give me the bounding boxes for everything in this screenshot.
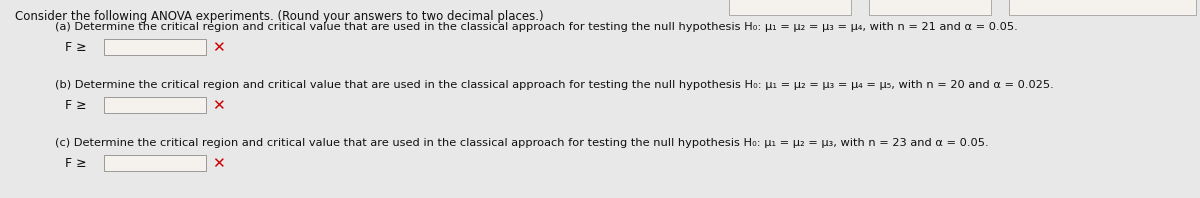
Text: F ≥: F ≥	[65, 99, 86, 112]
Text: Consider the following ANOVA experiments. (Round your answers to two decimal pla: Consider the following ANOVA experiments…	[14, 10, 544, 23]
Text: F ≥: F ≥	[65, 157, 86, 170]
FancyBboxPatch shape	[730, 0, 851, 15]
Text: F ≥: F ≥	[65, 41, 86, 54]
Text: ✕: ✕	[212, 98, 224, 113]
FancyBboxPatch shape	[104, 97, 206, 113]
FancyBboxPatch shape	[1009, 0, 1196, 15]
Text: ✕: ✕	[212, 156, 224, 171]
Text: ✕: ✕	[212, 41, 224, 55]
FancyBboxPatch shape	[104, 155, 206, 171]
FancyBboxPatch shape	[869, 0, 991, 15]
Text: (b) Determine the critical region and critical value that are used in the classi: (b) Determine the critical region and cr…	[55, 80, 1054, 90]
FancyBboxPatch shape	[104, 39, 206, 55]
Text: (c) Determine the critical region and critical value that are used in the classi: (c) Determine the critical region and cr…	[55, 138, 989, 148]
Text: (a) Determine the critical region and critical value that are used in the classi: (a) Determine the critical region and cr…	[55, 22, 1018, 32]
